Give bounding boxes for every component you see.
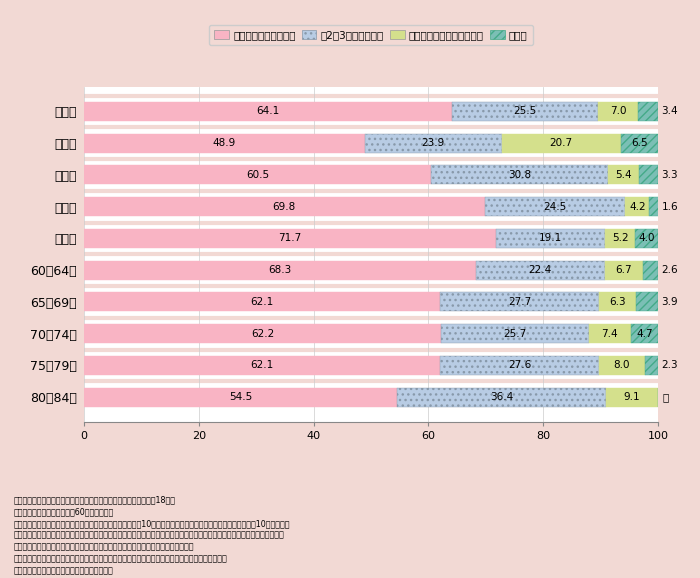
Bar [639, 165, 658, 184]
Bar [625, 197, 650, 216]
Bar [621, 134, 658, 153]
Text: 25.7: 25.7 [503, 329, 526, 339]
Bar [631, 324, 658, 343]
Bar [608, 165, 639, 184]
Text: 30.8: 30.8 [508, 170, 531, 180]
Bar [84, 197, 484, 216]
Text: 3.3: 3.3 [661, 170, 678, 180]
Bar [84, 165, 431, 184]
Bar [84, 292, 440, 312]
Bar [605, 261, 643, 280]
Text: 23.9: 23.9 [421, 138, 445, 148]
Text: 62.1: 62.1 [251, 297, 274, 307]
Bar [645, 356, 658, 375]
Bar [440, 356, 599, 375]
Text: 7.4: 7.4 [601, 329, 618, 339]
Text: 資料：内閣府「高齢者の住宅と生活環境に関する意識調査」（平成18年）
（注１）調査対象は、全国の60歳以上の男女
（注２）大都市とは東京都区部と指定都市、中都市: 資料：内閣府「高齢者の住宅と生活環境に関する意識調査」（平成18年） （注１）調… [14, 495, 290, 575]
Bar [84, 229, 496, 248]
Text: 24.5: 24.5 [543, 202, 566, 212]
Text: 3.4: 3.4 [661, 106, 678, 116]
Bar [431, 165, 608, 184]
Text: 25.5: 25.5 [514, 106, 537, 116]
Text: 2.3: 2.3 [661, 361, 678, 370]
Bar [599, 292, 636, 312]
Bar [636, 292, 658, 312]
Legend: ほとんど毎日運転する, 週2、3回は運転する, 週に１回くらいは運転する, その他: ほとんど毎日運転する, 週2、3回は運転する, 週に１回くらいは運転する, その… [209, 25, 533, 45]
Bar [84, 388, 397, 407]
Bar [84, 134, 365, 153]
Text: 19.1: 19.1 [539, 234, 562, 243]
Text: 62.2: 62.2 [251, 329, 274, 339]
Text: 6.3: 6.3 [609, 297, 626, 307]
Bar [606, 388, 658, 407]
Bar [365, 134, 502, 153]
Text: 27.7: 27.7 [508, 297, 531, 307]
Bar [598, 102, 638, 121]
Text: 68.3: 68.3 [268, 265, 292, 275]
Text: 71.7: 71.7 [278, 234, 302, 243]
Bar [643, 261, 658, 280]
Text: 7.0: 7.0 [610, 106, 626, 116]
Text: 3.9: 3.9 [661, 297, 678, 307]
Text: 20.7: 20.7 [550, 138, 573, 148]
Text: 5.2: 5.2 [612, 234, 629, 243]
Text: 9.1: 9.1 [624, 392, 641, 402]
Bar [650, 197, 659, 216]
Bar [476, 261, 605, 280]
Text: 69.8: 69.8 [273, 202, 296, 212]
Bar [589, 324, 631, 343]
Text: 5.4: 5.4 [615, 170, 632, 180]
Text: 4.0: 4.0 [638, 234, 654, 243]
Bar [84, 261, 476, 280]
Text: －: － [663, 392, 668, 402]
Bar [397, 388, 606, 407]
Text: 54.5: 54.5 [229, 392, 252, 402]
Text: 6.7: 6.7 [615, 265, 632, 275]
Text: 22.4: 22.4 [528, 265, 552, 275]
Text: 60.5: 60.5 [246, 170, 270, 180]
Bar [84, 324, 441, 343]
Bar [502, 134, 621, 153]
Bar [599, 356, 645, 375]
Bar [452, 102, 598, 121]
Text: 4.2: 4.2 [629, 202, 645, 212]
Text: 2.6: 2.6 [661, 265, 678, 275]
Bar [635, 229, 658, 248]
Bar [638, 102, 658, 121]
Bar [606, 229, 635, 248]
Text: 4.7: 4.7 [636, 329, 653, 339]
Text: 64.1: 64.1 [256, 106, 279, 116]
Bar [441, 324, 589, 343]
Text: 6.5: 6.5 [631, 138, 648, 148]
Bar [484, 197, 625, 216]
Text: 48.9: 48.9 [213, 138, 236, 148]
Bar [84, 102, 452, 121]
Text: 1.6: 1.6 [662, 202, 678, 212]
Bar [440, 292, 599, 312]
Text: 8.0: 8.0 [614, 361, 630, 370]
Bar [496, 229, 606, 248]
Text: 36.4: 36.4 [490, 392, 513, 402]
Text: 62.1: 62.1 [251, 361, 274, 370]
Bar [84, 356, 440, 375]
Text: 27.6: 27.6 [508, 361, 531, 370]
